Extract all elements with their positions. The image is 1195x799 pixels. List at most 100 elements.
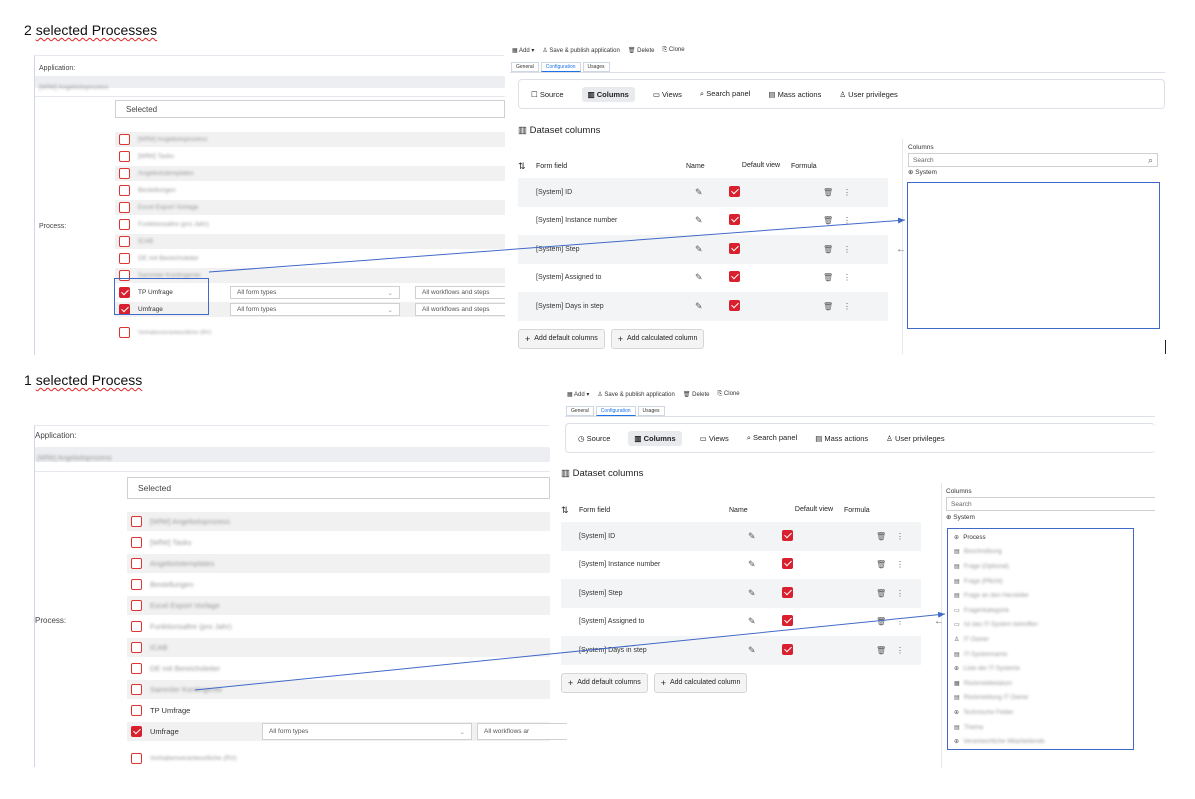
add-button[interactable]: ▦ Add ▾ xyxy=(512,48,535,54)
edit-icon[interactable]: ✎ xyxy=(695,272,703,283)
edit-icon[interactable]: ✎ xyxy=(695,300,703,311)
add-calculated-column-button[interactable]: + Add calculated column xyxy=(610,328,705,349)
nav-user-privileges[interactable]: ♙ User privileges xyxy=(886,433,945,443)
dataset-row[interactable]: [System] Instance number ✎ 🗑 ⋮ xyxy=(518,207,888,236)
process-row[interactable]: Excel Export Vorlage xyxy=(115,200,505,215)
trash-icon[interactable]: 🗑 xyxy=(876,588,887,598)
tree-item[interactable]: ⊕ Technische Felder xyxy=(948,705,1133,720)
more-icon[interactable]: ⋮ xyxy=(843,216,851,226)
process-checkbox[interactable] xyxy=(131,642,142,653)
sort-icon[interactable]: ⇅ xyxy=(561,504,569,515)
default-view-checkbox[interactable] xyxy=(782,643,793,655)
tree-item[interactable]: ⊕ Liste der IT-Systeme xyxy=(948,661,1133,676)
dataset-row[interactable]: [System] Step ✎ 🗑 ⋮ xyxy=(561,579,921,608)
trash-icon[interactable]: 🗑 xyxy=(823,216,834,226)
process-checkbox[interactable] xyxy=(131,516,142,527)
trash-icon[interactable]: 🗑 xyxy=(876,645,887,655)
process-row[interactable]: [WfW] Angebotsprozess xyxy=(127,512,550,531)
save-publish-button[interactable]: ♙ Save & publish application xyxy=(597,392,675,398)
delete-button[interactable]: 🗑 Delete xyxy=(627,48,655,54)
default-view-checkbox[interactable] xyxy=(729,185,740,197)
default-view-checkbox[interactable] xyxy=(729,271,740,283)
tree-item[interactable]: ♙ IT Owner xyxy=(948,632,1133,647)
more-icon[interactable]: ⋮ xyxy=(896,645,904,655)
default-view-checkbox[interactable] xyxy=(782,529,793,541)
process-row[interactable]: Vorhabenverantwortliche (RV) xyxy=(115,319,505,346)
add-calculated-column-button[interactable]: + Add calculated column xyxy=(653,672,748,693)
dataset-row[interactable]: [System] Assigned to ✎ 🗑 ⋮ xyxy=(518,264,888,293)
edit-icon[interactable]: ✎ xyxy=(748,616,756,627)
tree-item[interactable]: ▤ Beschreibung xyxy=(948,545,1133,560)
tab-general[interactable]: General xyxy=(511,62,539,72)
process-checkbox[interactable] xyxy=(119,134,130,145)
process-row[interactable]: Angebotstemplates xyxy=(115,166,505,181)
tab-usages[interactable]: Usages xyxy=(637,406,665,416)
nav-source[interactable]: ☐ Source xyxy=(531,89,564,99)
process-row[interactable]: Funktionsaltre (pro Jahr) xyxy=(115,217,505,232)
tab-configuration[interactable]: Configuration xyxy=(595,406,636,416)
delete-button[interactable]: 🗑 Delete xyxy=(682,392,710,398)
edit-icon[interactable]: ✎ xyxy=(748,587,756,598)
dataset-row[interactable]: [System] Instance number ✎ 🗑 ⋮ xyxy=(561,551,921,580)
nav-columns[interactable]: ▥ Columns xyxy=(628,430,682,446)
process-row[interactable]: Sammler Kontingente xyxy=(127,680,550,699)
process-row[interactable]: Umfrage All form types ⌄ All workflows ar xyxy=(127,722,567,741)
tree-system[interactable]: ⊕ System xyxy=(946,513,1155,521)
edit-icon[interactable]: ✎ xyxy=(748,530,756,541)
process-row[interactable]: Vorhabenverantwortliche (RV) xyxy=(127,743,550,774)
tab-general[interactable]: General xyxy=(566,406,594,416)
form-type-dropdown[interactable]: All form types ⌄ xyxy=(230,303,400,316)
process-checkbox[interactable] xyxy=(131,579,142,590)
selected-field[interactable]: Selected xyxy=(127,477,550,499)
nav-views[interactable]: ▭ Views xyxy=(699,433,729,443)
selected-field[interactable]: Selected xyxy=(115,100,505,118)
application-field[interactable]: [WfW] Angebotsprozess xyxy=(35,76,505,91)
process-checkbox[interactable] xyxy=(119,168,130,179)
default-view-checkbox[interactable] xyxy=(782,586,793,598)
workflow-dropdown[interactable]: All workflows ar xyxy=(477,723,567,740)
process-checkbox[interactable] xyxy=(131,600,142,611)
process-row[interactable]: Umfrage All form types ⌄ All workflows and … xyxy=(115,302,505,317)
workflow-dropdown[interactable]: All workflows and steps xyxy=(415,286,505,299)
dataset-row[interactable]: [System] ID ✎ 🗑 ⋮ xyxy=(518,178,888,207)
process-row[interactable]: TP Umfrage All form types ⌄ All workflows a… xyxy=(115,285,505,300)
default-view-checkbox[interactable] xyxy=(782,558,793,570)
process-row[interactable]: [WfW] Angebotsprozess xyxy=(115,132,505,147)
tree-item[interactable]: ▤ Frage an den Hersteller xyxy=(948,588,1133,603)
process-row[interactable]: Excel Export Vorlage xyxy=(127,596,550,615)
trash-icon[interactable]: 🗑 xyxy=(823,301,834,311)
columns-search[interactable]: Search xyxy=(946,497,1155,511)
default-view-checkbox[interactable] xyxy=(729,214,740,226)
process-checkbox[interactable] xyxy=(119,253,130,264)
tree-system[interactable]: ⊕ System xyxy=(908,168,1158,176)
tree-item[interactable]: ▤ IT-Systemname xyxy=(948,647,1133,662)
process-checkbox[interactable] xyxy=(119,151,130,162)
application-field[interactable]: [WfW] Angebotsprozess xyxy=(35,447,550,462)
process-checkbox[interactable] xyxy=(131,558,142,569)
trash-icon[interactable]: 🗑 xyxy=(876,560,887,570)
add-default-columns-button[interactable]: + Add default columns xyxy=(518,328,605,349)
columns-search[interactable]: Search ⌕ xyxy=(908,153,1158,167)
process-checkbox[interactable] xyxy=(119,185,130,196)
process-checkbox[interactable] xyxy=(119,219,130,230)
tree-item[interactable]: ▤ Frage (Optional) xyxy=(948,559,1133,574)
sort-icon[interactable]: ⇅ xyxy=(518,160,526,171)
process-row[interactable]: Bestellungen xyxy=(115,183,505,198)
form-type-dropdown[interactable]: All form types ⌄ xyxy=(230,286,400,299)
process-checkbox[interactable] xyxy=(131,726,142,737)
dataset-row[interactable]: [System] Days in step ✎ 🗑 ⋮ xyxy=(561,636,921,665)
trash-icon[interactable]: 🗑 xyxy=(876,617,887,627)
trash-icon[interactable]: 🗑 xyxy=(876,531,887,541)
process-checkbox[interactable] xyxy=(119,236,130,247)
save-publish-button[interactable]: ♙ Save & publish application xyxy=(542,48,620,54)
more-icon[interactable]: ⋮ xyxy=(843,187,851,197)
tab-configuration[interactable]: Configuration xyxy=(540,62,581,72)
process-row[interactable]: ICAB xyxy=(115,234,505,249)
process-row[interactable]: [WfW] Tasks xyxy=(115,149,505,164)
more-icon[interactable]: ⋮ xyxy=(896,560,904,570)
add-button[interactable]: ▦ Add ▾ xyxy=(567,392,590,398)
trash-icon[interactable]: 🗑 xyxy=(823,273,834,283)
process-row[interactable]: TP Umfrage xyxy=(127,701,550,720)
tree-item[interactable]: ⊕ Verantwortliche Mitarbeitende xyxy=(948,734,1133,749)
nav-mass-actions[interactable]: ▤ Mass actions xyxy=(768,89,822,99)
